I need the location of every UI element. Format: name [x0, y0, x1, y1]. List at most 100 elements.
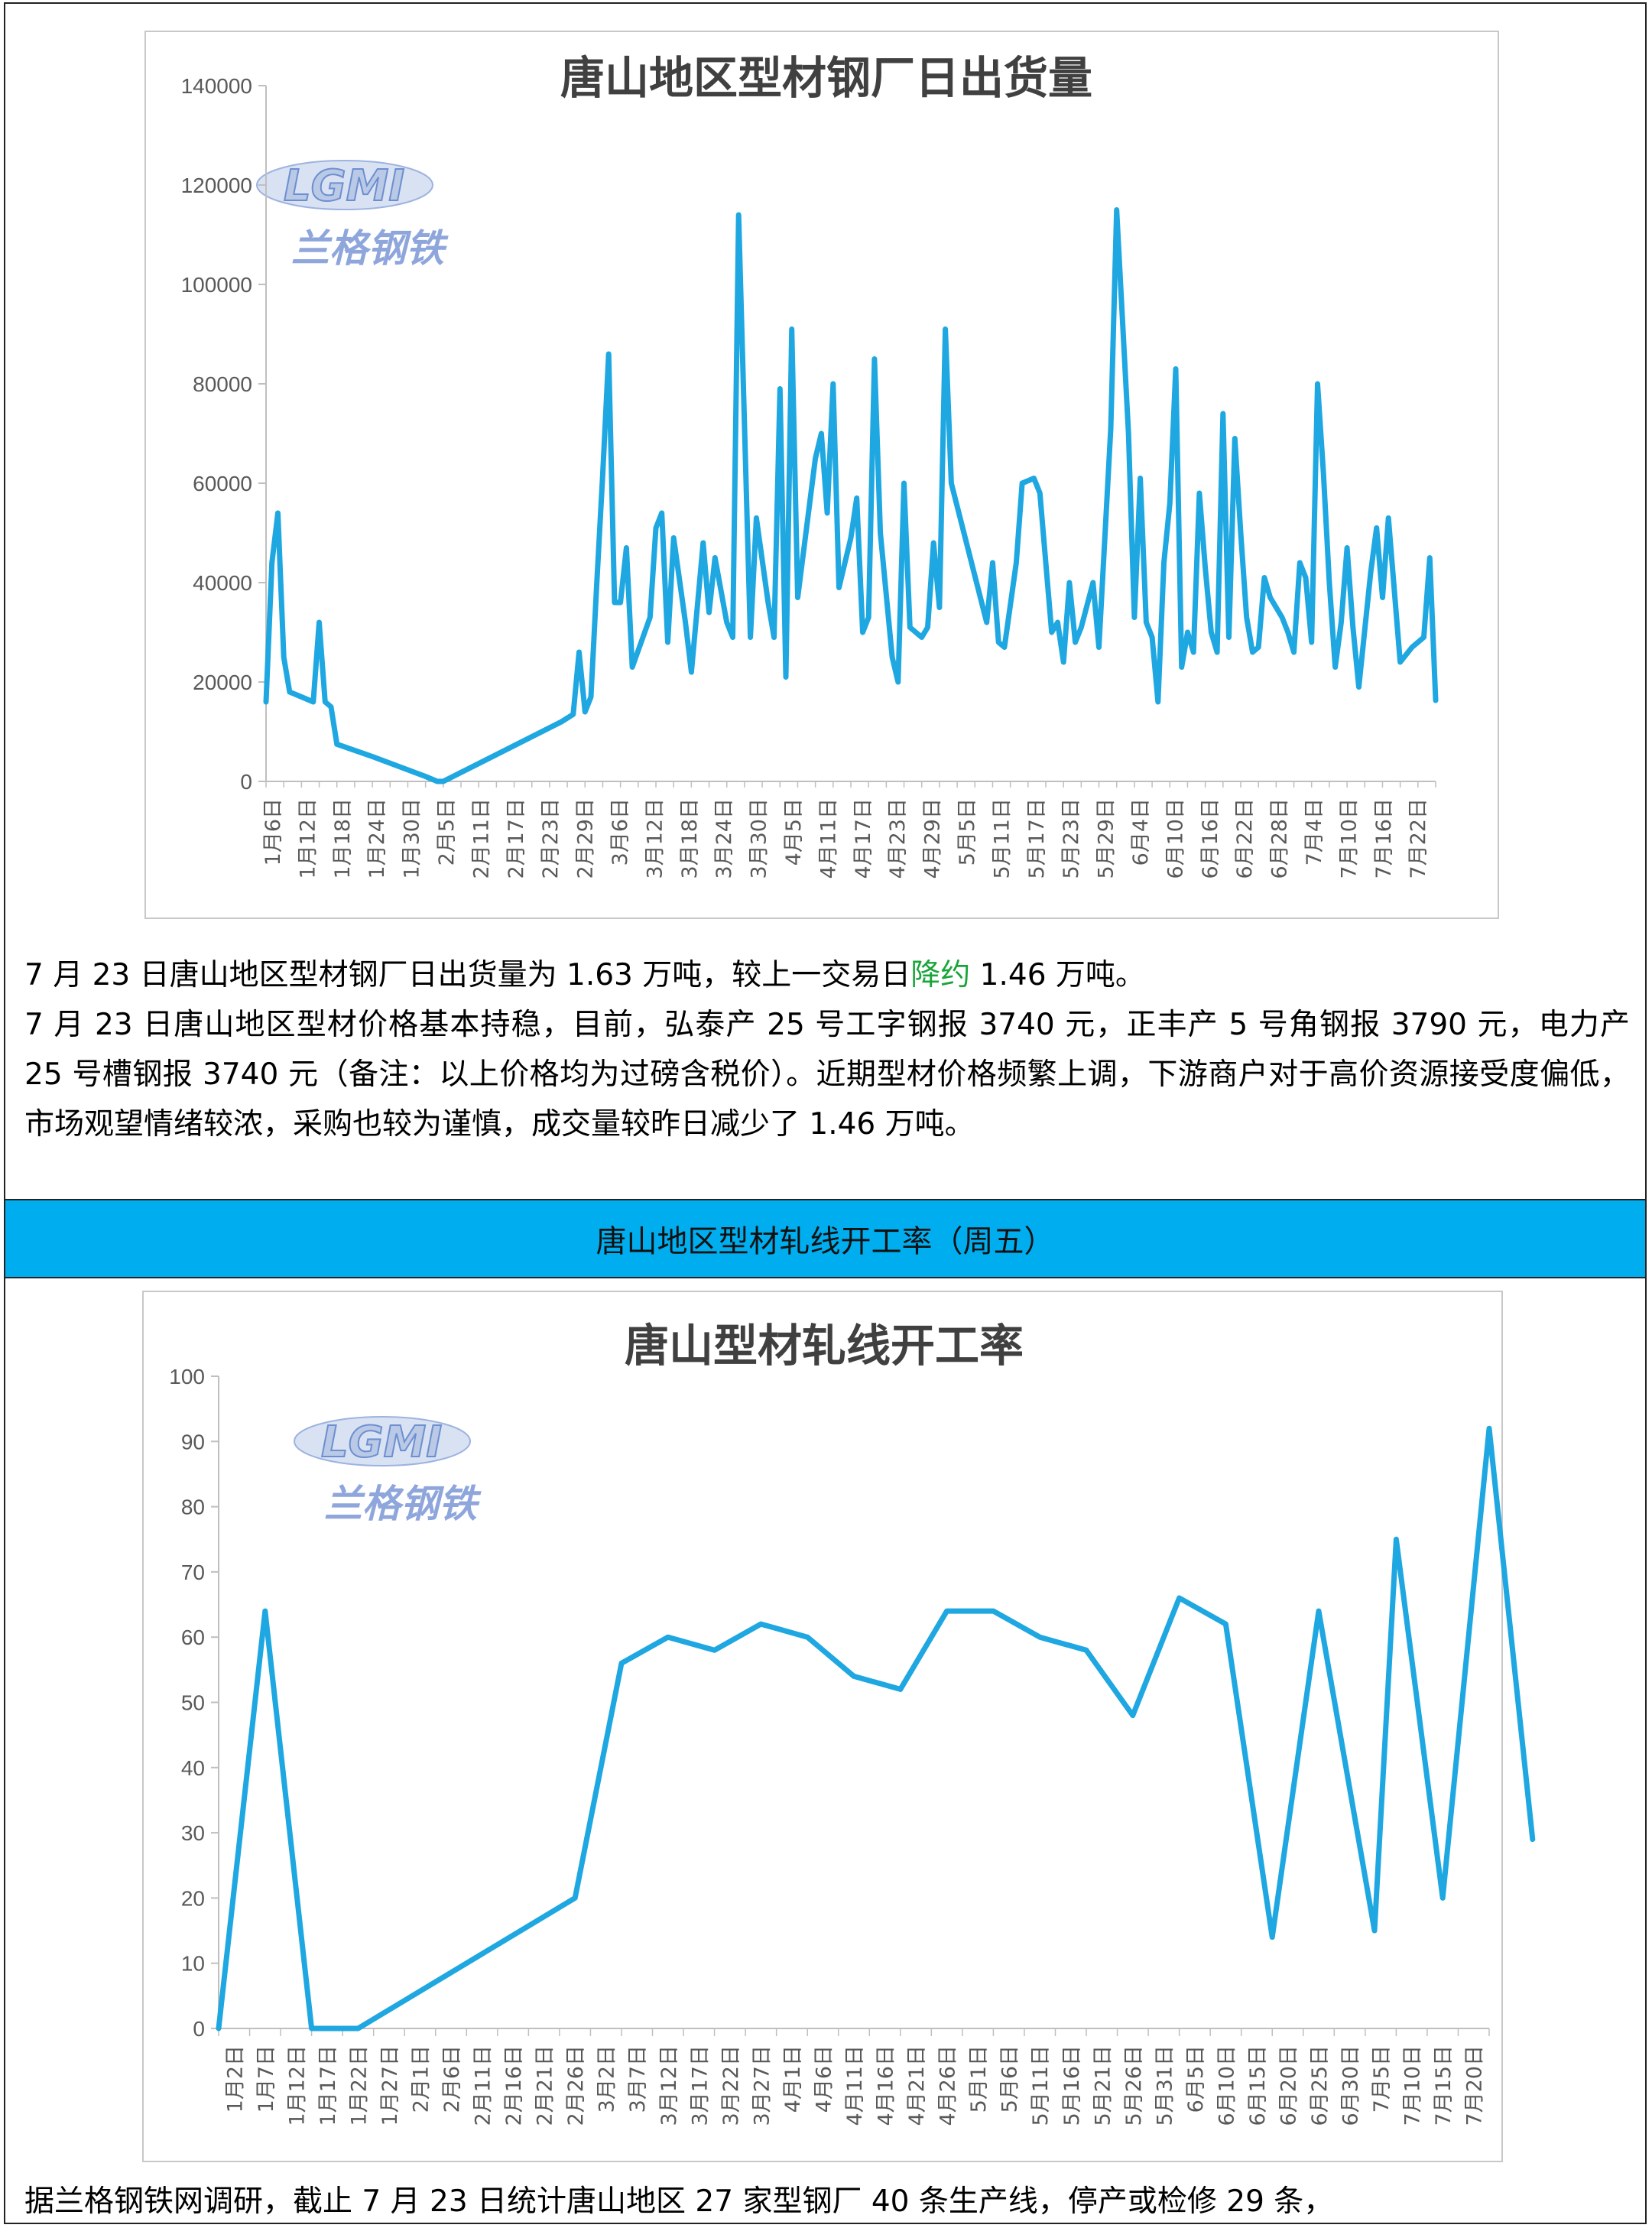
x-tick-label: 3月24日 — [712, 798, 736, 879]
x-tick-label: 7月4日 — [1303, 798, 1326, 866]
y-tick-label: 20000 — [193, 671, 252, 694]
shipment-summary: 7 月 23 日唐山地区型材钢厂日出货量为 1.63 万吨，较上一交易日降约 1… — [24, 958, 1145, 992]
y-tick-label: 80 — [181, 1496, 205, 1519]
x-tick-label: 4月11日 — [843, 2045, 867, 2126]
x-tick-label: 3月17日 — [688, 2045, 712, 2126]
y-tick-label: 30 — [181, 1821, 205, 1845]
x-tick-label: 6月4日 — [1129, 798, 1153, 866]
x-tick-label: 1月6日 — [261, 798, 285, 866]
operating-rate-chart: 唐山型材轧线开工率 LGMI 兰格钢铁 0 10 20 30 40 50 60 70 80 90 1… — [142, 1291, 1536, 2162]
y-tick-label: 0 — [193, 2017, 205, 2041]
x-tick-label: 5月6日 — [998, 2045, 1022, 2113]
x-tick-label: 4月23日 — [886, 798, 910, 879]
x-tick-label: 3月22日 — [719, 2045, 743, 2126]
y-tick-label: 40 — [181, 1756, 205, 1780]
y-tick-label: 10 — [181, 1952, 205, 1976]
x-tick-label: 5月17日 — [1025, 798, 1049, 879]
x-tick-label: 5月26日 — [1122, 2045, 1146, 2126]
logo-cn: 兰格钢铁 — [291, 226, 449, 271]
x-tick-label: 1月7日 — [255, 2045, 278, 2113]
x-tick-label: 5月5日 — [956, 798, 979, 866]
x-tick-label: 4月16日 — [875, 2045, 898, 2126]
x-tick-label: 5月31日 — [1153, 2045, 1177, 2126]
y-tick-label: 100 — [169, 1365, 205, 1388]
x-tick-label: 5月11日 — [1029, 2045, 1053, 2126]
x-tick-label: 2月17日 — [505, 798, 528, 879]
x-tick-label: 4月6日 — [812, 2045, 836, 2113]
chart-title: 唐山地区型材钢厂日出货量 — [560, 52, 1092, 104]
x-tick-label: 5月11日 — [990, 798, 1014, 879]
x-tick-label: 7月10日 — [1337, 798, 1361, 879]
x-tick-label: 2月11日 — [469, 798, 493, 879]
x-tick-label: 5月1日 — [967, 2045, 991, 2113]
x-tick-label: 4月5日 — [782, 798, 806, 866]
chart-title: 唐山型材轧线开工率 — [625, 1320, 1024, 1372]
x-tick-label: 4月17日 — [852, 798, 875, 879]
x-tick-label: 5月23日 — [1060, 798, 1083, 879]
x-tick-label: 2月23日 — [539, 798, 563, 879]
x-tick-label: 6月16日 — [1199, 798, 1222, 879]
x-tick-label: 3月7日 — [626, 2045, 650, 2113]
x-tick-label: 6月28日 — [1268, 798, 1292, 879]
shipment-chart: 唐山地区型材钢厂日出货量 LGMI 兰格钢铁 0 20000 40000 60000 8… — [144, 31, 1499, 919]
x-tick-label: 3月12日 — [657, 2045, 681, 2126]
x-tick-label: 7月20日 — [1463, 2045, 1487, 2126]
y-tick-label: 120000 — [181, 174, 252, 197]
logo-lgmi: LGMI — [321, 1418, 442, 1467]
logo: LGMI 兰格钢铁 — [256, 160, 449, 271]
y-tick-label: 100000 — [181, 273, 252, 297]
decrease-highlight: 降约 — [910, 958, 971, 992]
x-tick-label: 1月18日 — [331, 798, 355, 879]
x-tick-label: 1月2日 — [223, 2045, 247, 2113]
x-tick-label: 1月27日 — [378, 2045, 402, 2126]
x-tick-label: 4月29日 — [921, 798, 945, 879]
logo: LGMI 兰格钢铁 — [294, 1416, 482, 1526]
logo-cn: 兰格钢铁 — [324, 1481, 482, 1526]
x-tick-label: 7月5日 — [1370, 2045, 1394, 2113]
x-tick-label: 2月11日 — [472, 2045, 495, 2126]
x-tick-label: 3月27日 — [750, 2045, 774, 2126]
x-tick-label: 1月30日 — [401, 798, 424, 879]
x-tick-label: 3月18日 — [678, 798, 702, 879]
x-tick-label: 1月22日 — [347, 2045, 371, 2126]
x-tick-label: 6月25日 — [1308, 2045, 1332, 2126]
x-tick-label: 6月10日 — [1164, 798, 1187, 879]
y-tick-label: 60000 — [193, 472, 252, 495]
x-tick-label: 1月12日 — [285, 2045, 309, 2126]
x-tick-label: 2月6日 — [440, 2045, 464, 2113]
x-tick-label: 2月16日 — [502, 2045, 526, 2126]
y-tick-label: 0 — [240, 770, 252, 794]
survey-text: 据兰格钢铁网调研，截止 7 月 23 日统计唐山地区 27 家型钢厂 40 条生… — [24, 2184, 1334, 2219]
y-tick-label: 50 — [181, 1691, 205, 1715]
x-tick-label: 6月10日 — [1215, 2045, 1238, 2126]
x-tick-label: 7月15日 — [1432, 2045, 1456, 2126]
x-tick-label: 5月16日 — [1060, 2045, 1084, 2126]
y-tick-label: 80000 — [193, 372, 252, 396]
y-tick-label: 20 — [181, 1886, 205, 1910]
shipment-commentary: 7 月 23 日唐山地区型材钢厂日出货量为 1.63 万吨，较上一交易日降约 1… — [24, 950, 1630, 1149]
x-tick-label: 7月22日 — [1407, 798, 1430, 879]
shipment-chart-svg: 唐山地区型材钢厂日出货量 LGMI 兰格钢铁 0 20000 40000 60000 8… — [181, 52, 1439, 879]
x-tick-label: 1月17日 — [316, 2045, 340, 2126]
x-tick-label: 3月12日 — [643, 798, 667, 879]
x-tick-label: 3月6日 — [609, 798, 632, 866]
x-tick-label: 6月15日 — [1246, 2045, 1270, 2126]
x-tick-label: 2月21日 — [534, 2045, 557, 2126]
section-header: 唐山地区型材轧线开工率（周五） — [5, 1199, 1645, 1278]
x-tick-label: 1月24日 — [365, 798, 389, 879]
x-tick-label: 6月22日 — [1233, 798, 1257, 879]
y-tick-label: 40000 — [193, 571, 252, 595]
x-tick-label: 4月21日 — [905, 2045, 929, 2126]
x-tick-label: 7月10日 — [1401, 2045, 1425, 2126]
x-tick-label: 6月20日 — [1277, 2045, 1301, 2126]
shipment-series-line — [263, 207, 1439, 784]
x-tick-label: 3月2日 — [596, 2045, 619, 2113]
x-tick-label: 5月29日 — [1095, 798, 1118, 879]
x-tick-label: 2月26日 — [564, 2045, 588, 2126]
page-frame — [4, 2, 1647, 2224]
operating-rate-series-line — [216, 1425, 1536, 2032]
y-tick-label: 60 — [181, 1626, 205, 1649]
x-tick-label: 4月1日 — [781, 2045, 805, 2113]
x-tick-label: 6月30日 — [1339, 2045, 1363, 2126]
x-tick-label: 1月12日 — [296, 798, 320, 879]
